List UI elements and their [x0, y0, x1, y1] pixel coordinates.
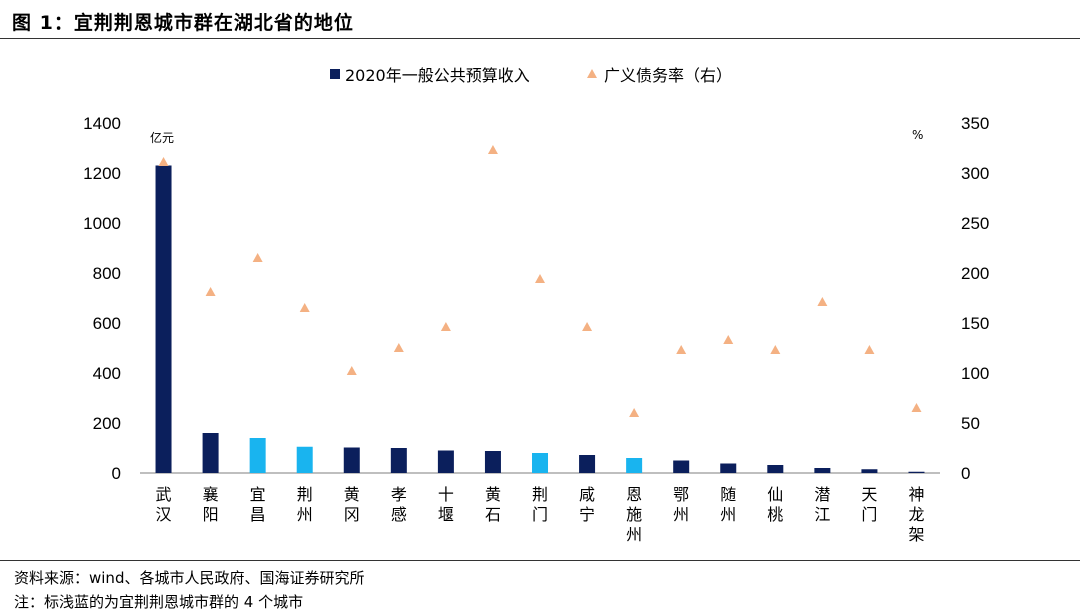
- left-axis-ticks: 0 200 400 600 800 1000 1200 1400: [83, 114, 121, 483]
- category-label-黄冈: 黄冈: [344, 485, 360, 524]
- bar-潜江: [814, 468, 831, 473]
- category-label-天门: 天门: [861, 485, 877, 524]
- marker-黄冈: [346, 366, 357, 375]
- bar-宜昌: [249, 438, 266, 473]
- left-tick-label: 800: [93, 264, 121, 283]
- marker-孝感: [393, 343, 404, 352]
- marker-神龙架: [911, 403, 922, 412]
- left-tick-label: 1000: [83, 214, 121, 233]
- right-tick-label: 150: [961, 314, 989, 333]
- category-label-宜昌: 宜昌: [250, 485, 266, 524]
- bar-黄冈: [343, 447, 360, 473]
- footnote: 注：标浅蓝的为宜荆荆恩城市群的 4 个城市: [14, 593, 304, 611]
- right-tick-label: 100: [961, 364, 989, 383]
- bar-十堰: [437, 450, 454, 473]
- category-label-荆州: 荆州: [297, 485, 313, 524]
- bar-鄂州: [673, 460, 690, 473]
- left-tick-label: 1400: [83, 114, 121, 133]
- left-tick-label: 400: [93, 364, 121, 383]
- marker-咸宁: [582, 322, 593, 331]
- legend: 2020年一般公共预算收入 广义债务率（右）: [330, 66, 732, 85]
- bar-孝感: [390, 448, 407, 473]
- right-tick-label: 0: [961, 464, 970, 483]
- right-tick-label: 300: [961, 164, 989, 183]
- left-tick-label: 600: [93, 314, 121, 333]
- bar-恩施州: [626, 458, 643, 473]
- legend-marker-swatch: [587, 69, 597, 78]
- right-tick-label: 250: [961, 214, 989, 233]
- bottom-rule: [0, 560, 1080, 561]
- left-tick-label: 200: [93, 414, 121, 433]
- category-label-鄂州: 鄂州: [673, 485, 689, 524]
- bar-咸宁: [579, 455, 596, 473]
- marker-宜昌: [252, 253, 263, 262]
- category-label-武汉: 武汉: [156, 485, 172, 524]
- bar-武汉: [155, 165, 172, 473]
- marker-襄阳: [205, 287, 216, 296]
- category-label-十堰: 十堰: [438, 485, 454, 524]
- left-axis-unit: 亿元: [150, 130, 174, 145]
- marker-十堰: [440, 322, 451, 331]
- marker-恩施州: [629, 408, 640, 417]
- legend-bar-swatch: [330, 69, 340, 79]
- right-tick-label: 200: [961, 264, 989, 283]
- category-label-潜江: 潜江: [814, 485, 830, 524]
- category-label-孝感: 孝感: [391, 485, 407, 524]
- figure-title: 图 1：宜荆荆恩城市群在湖北省的地位: [12, 12, 354, 34]
- marker-series: [158, 145, 922, 417]
- category-label-随州: 随州: [720, 485, 736, 524]
- left-tick-label: 1200: [83, 164, 121, 183]
- chart: 2020年一般公共预算收入 广义债务率（右） 亿元 % 0 200 400 600 80…: [83, 66, 989, 544]
- bar-仙桃: [767, 465, 784, 473]
- left-tick-label: 0: [112, 464, 121, 483]
- marker-鄂州: [676, 345, 687, 354]
- marker-武汉: [158, 157, 169, 166]
- bar-神龙架: [908, 471, 925, 473]
- marker-荆州: [299, 303, 310, 312]
- category-label-襄阳: 襄阳: [203, 485, 219, 524]
- right-tick-label: 50: [961, 414, 980, 433]
- marker-天门: [864, 345, 875, 354]
- bar-天门: [861, 469, 878, 473]
- bar-series: [155, 165, 925, 473]
- category-label-咸宁: 咸宁: [579, 485, 595, 524]
- category-label-荆门: 荆门: [532, 485, 548, 524]
- marker-随州: [723, 335, 734, 344]
- category-label-黄石: 黄石: [485, 485, 501, 524]
- marker-仙桃: [770, 345, 781, 354]
- category-label-恩施州: 恩施州: [626, 485, 642, 544]
- marker-黄石: [487, 145, 498, 154]
- right-axis-unit: %: [912, 128, 923, 142]
- legend-marker-label: 广义债务率（右）: [604, 66, 732, 85]
- marker-潜江: [817, 297, 828, 306]
- category-label-仙桃: 仙桃: [767, 485, 783, 524]
- legend-bar-label: 2020年一般公共预算收入: [345, 66, 530, 85]
- marker-荆门: [535, 274, 546, 283]
- bar-荆州: [296, 446, 313, 473]
- bar-荆门: [532, 453, 549, 473]
- bar-襄阳: [202, 433, 219, 473]
- bar-随州: [720, 463, 737, 473]
- category-label-神龙架: 神龙架: [908, 485, 924, 544]
- bar-黄石: [484, 451, 501, 473]
- right-tick-label: 350: [961, 114, 989, 133]
- source-note: 资料来源：wind、各城市人民政府、国海证券研究所: [14, 569, 365, 587]
- right-axis-ticks: 0 50 100 150 200 250 300 350: [961, 114, 989, 483]
- top-rule: [0, 38, 1080, 39]
